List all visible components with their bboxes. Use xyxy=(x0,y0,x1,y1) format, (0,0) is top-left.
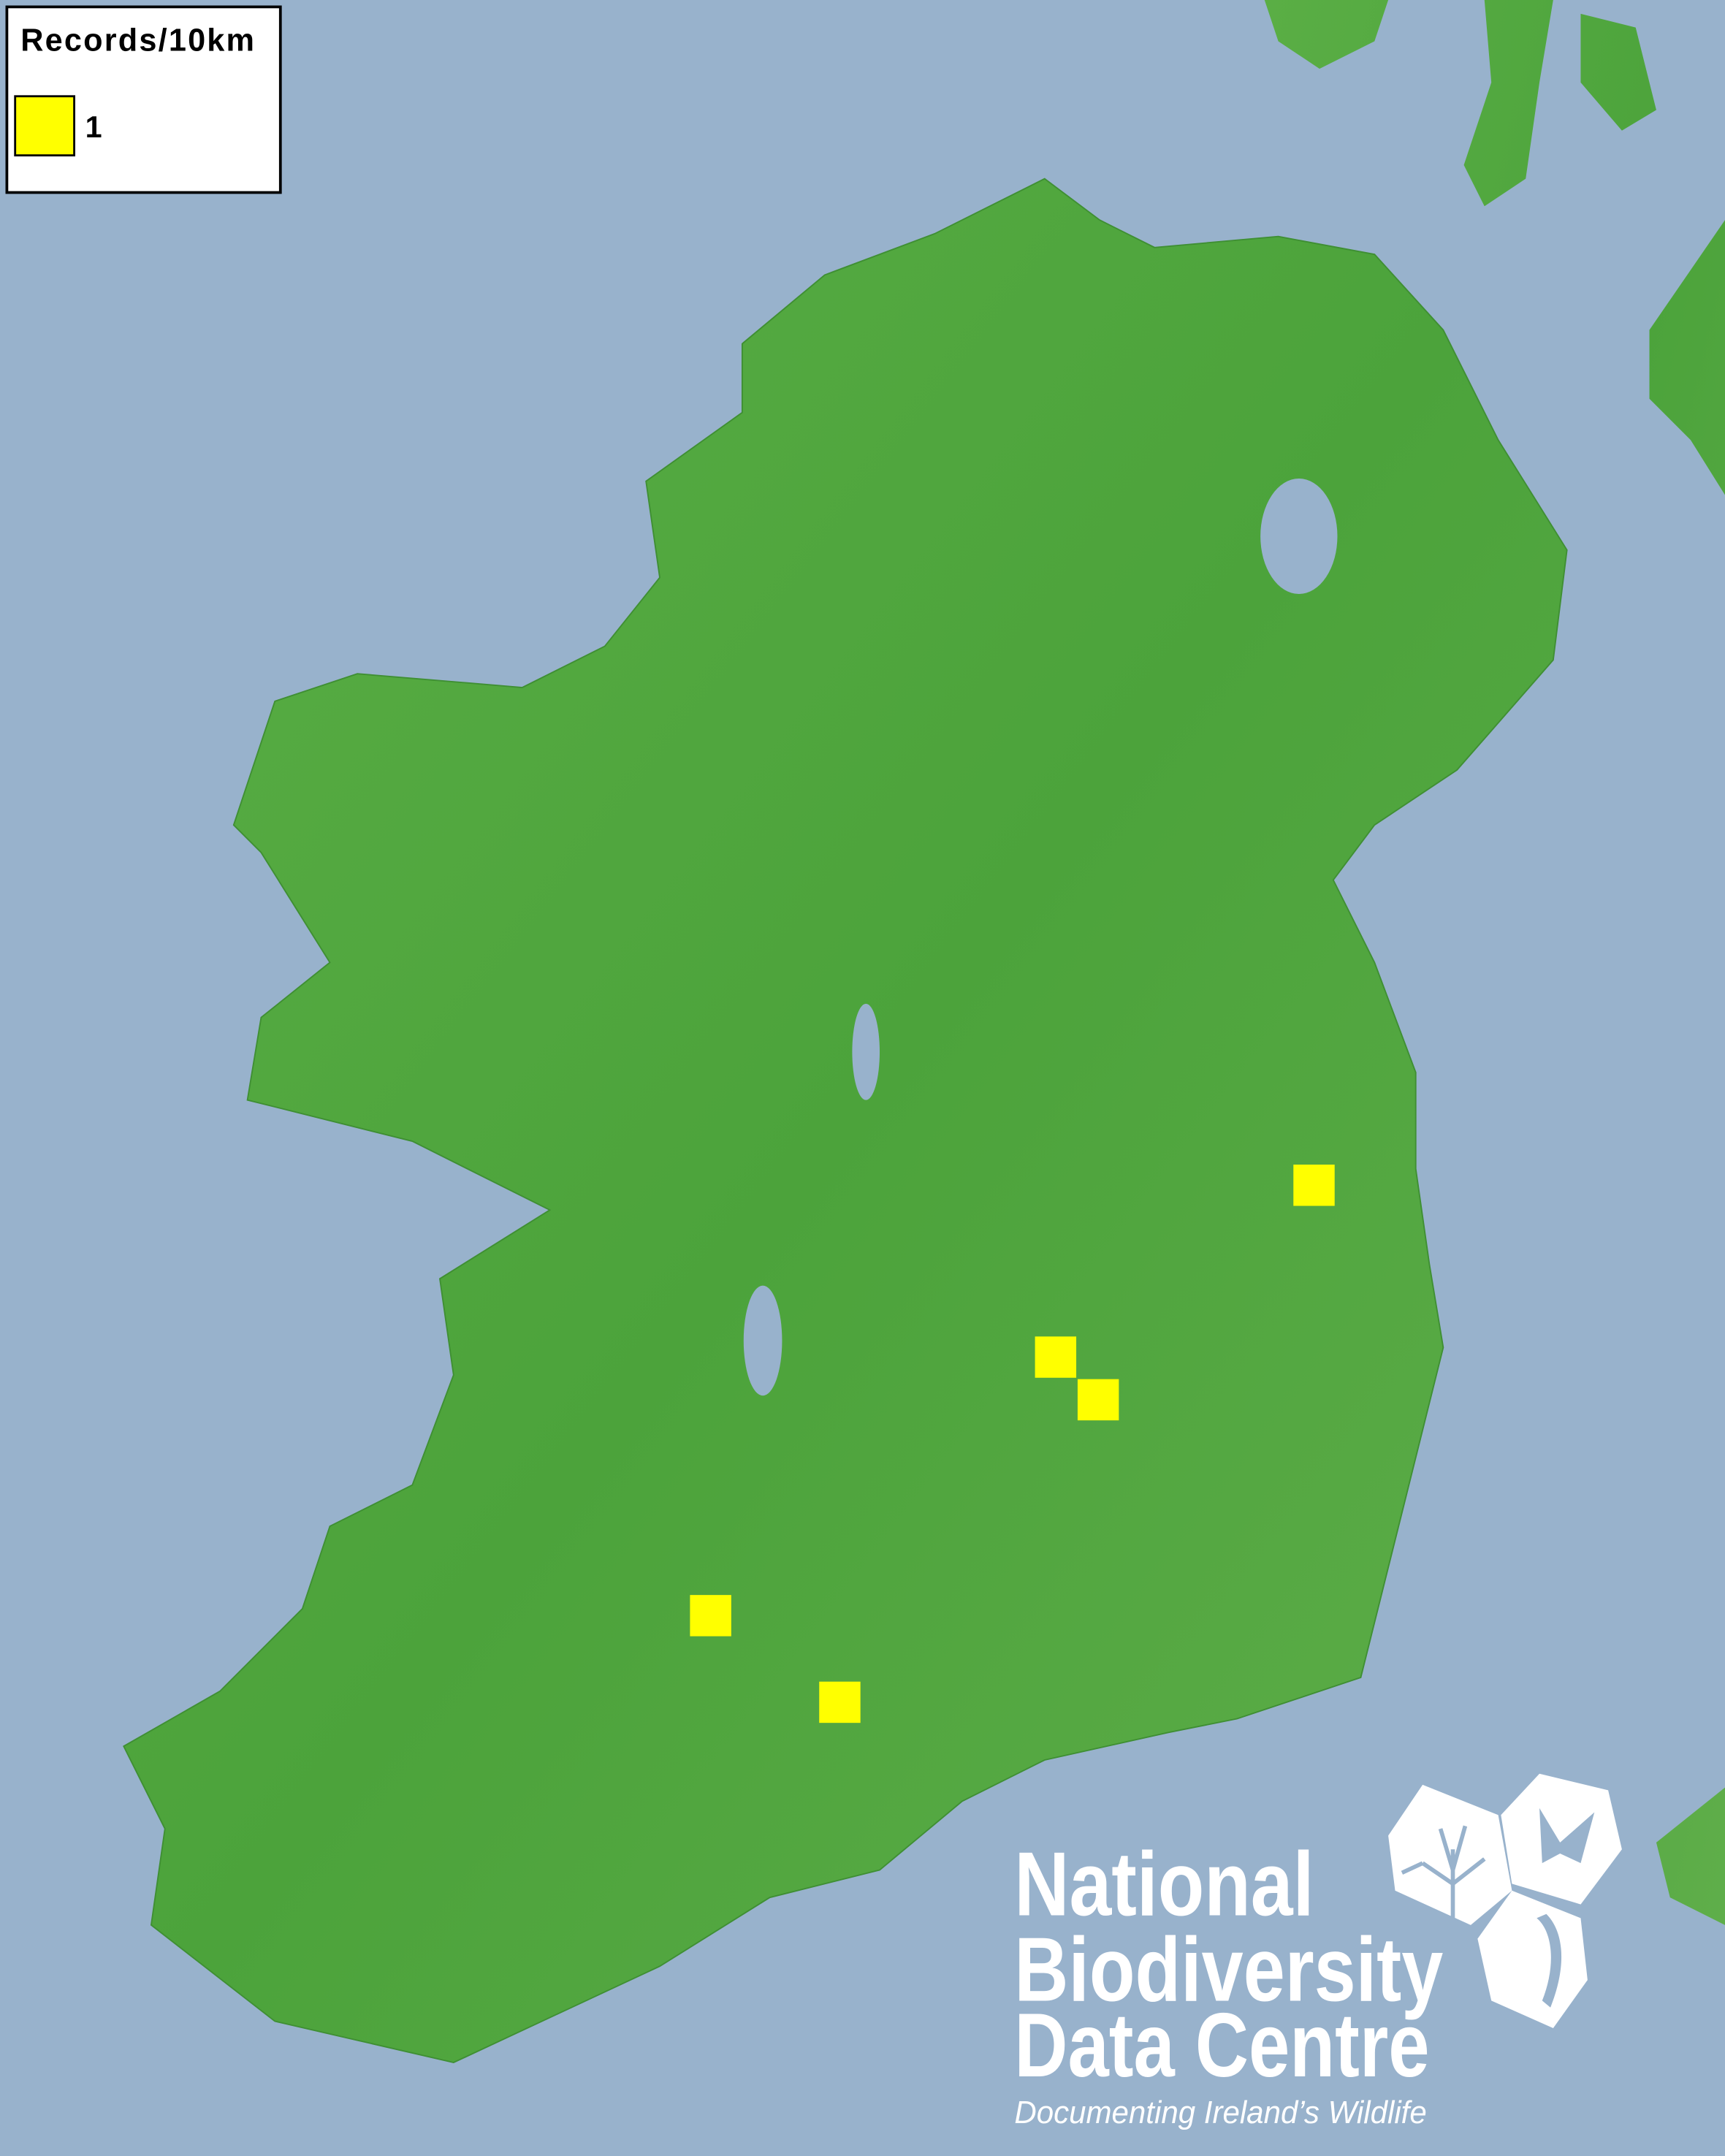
record-square[interactable] xyxy=(819,1681,861,1723)
record-square[interactable] xyxy=(1293,1165,1335,1206)
logo-tagline: Documenting Ireland’s Wildlife xyxy=(1014,2095,1426,2130)
lough-ree xyxy=(852,1003,880,1100)
logo-line-2: Biodiversity xyxy=(1014,1919,1443,2020)
records-layer xyxy=(690,1165,1335,1723)
lough-derg xyxy=(743,1285,782,1396)
record-square[interactable] xyxy=(690,1595,731,1637)
legend: Records/10km 1 xyxy=(5,5,282,194)
record-square[interactable] xyxy=(1077,1379,1119,1421)
logo-line-3: Data Centre xyxy=(1014,1995,1429,2096)
legend-swatch xyxy=(14,95,75,157)
seahorse-icon xyxy=(1477,1890,1588,2028)
logo-line-1: National xyxy=(1014,1835,1314,1935)
nbdc-logo: National Biodiversity Data Centre Docume… xyxy=(1014,1773,1622,2130)
legend-title: Records/10km xyxy=(20,23,254,58)
ireland-land xyxy=(123,178,1568,2064)
record-square[interactable] xyxy=(1035,1336,1077,1378)
tree-icon xyxy=(1388,1784,1512,1925)
legend-item-label: 1 xyxy=(85,110,102,144)
lough-neagh xyxy=(1260,478,1338,595)
butterfly-icon xyxy=(1501,1773,1622,1905)
